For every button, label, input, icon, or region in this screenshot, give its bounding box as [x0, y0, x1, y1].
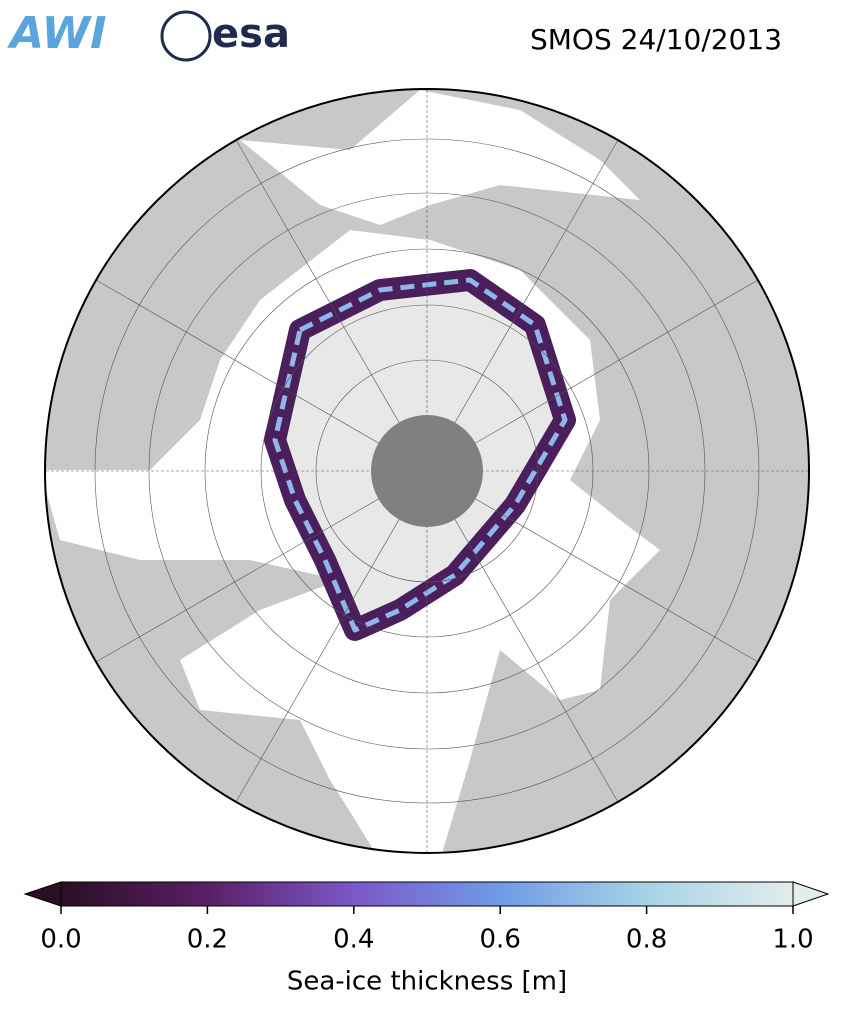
colorbar-label: Sea-ice thickness [m]	[287, 967, 567, 997]
title: SMOS 24/10/2013	[530, 23, 782, 56]
map-frame	[44, 88, 810, 854]
colorbar-tick-label: 0.0	[40, 925, 81, 955]
colorbar-extend-high	[792, 881, 830, 907]
colorbar-tick-label: 1.0	[772, 925, 813, 955]
colorbar-tick-label: 0.4	[333, 925, 374, 955]
pole-hole	[371, 415, 483, 527]
thick-ice-edge	[272, 277, 568, 633]
colorbar-extend-low	[23, 881, 62, 907]
colorbar-tick-label: 0.8	[626, 925, 667, 955]
colorbar-tick-label: 0.2	[187, 925, 228, 955]
colorbar	[23, 881, 830, 914]
esa-logo: esa	[212, 11, 290, 57]
pacific-ocean	[240, 90, 640, 225]
map	[45, 89, 809, 853]
colorbar-tick-label: 0.6	[480, 925, 521, 955]
awi-logo: AWI	[7, 8, 107, 59]
colorbar-ramp	[60, 881, 794, 907]
esa-emblem	[160, 10, 212, 62]
